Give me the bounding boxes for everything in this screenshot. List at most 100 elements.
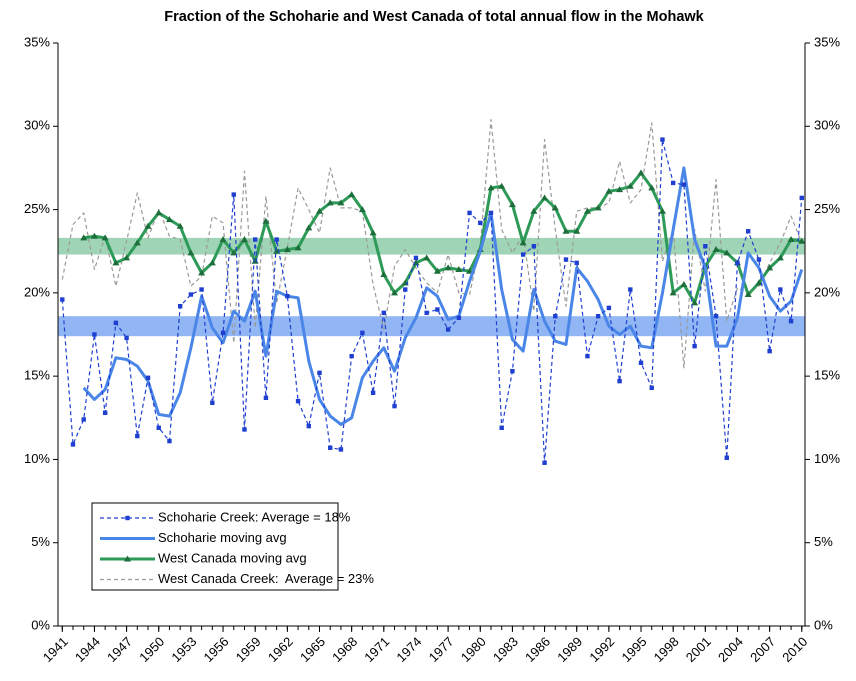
marker <box>766 264 774 271</box>
marker <box>703 244 708 249</box>
marker <box>573 227 581 234</box>
marker <box>563 257 569 262</box>
y-tick-label: 0% <box>31 617 50 632</box>
marker <box>498 182 506 189</box>
marker <box>445 327 451 332</box>
marker <box>648 184 656 191</box>
marker <box>135 433 140 439</box>
marker <box>712 246 720 253</box>
marker <box>220 330 226 336</box>
marker <box>81 417 86 422</box>
y2-tick-label: 25% <box>814 201 840 216</box>
marker <box>391 289 399 296</box>
y-tick-label: 5% <box>31 534 50 549</box>
y2-tick-label: 20% <box>814 284 840 299</box>
marker <box>133 239 141 246</box>
marker <box>358 206 366 213</box>
marker <box>198 269 206 276</box>
marker <box>562 227 570 234</box>
marker <box>242 427 247 432</box>
marker <box>553 313 558 319</box>
marker <box>776 254 784 261</box>
marker <box>508 201 516 208</box>
marker <box>594 204 602 211</box>
legend: Schoharie Creek: Average = 18% Schoharie … <box>91 502 374 591</box>
marker <box>531 244 537 249</box>
marker <box>745 229 751 234</box>
marker <box>295 398 301 404</box>
marker <box>90 232 98 239</box>
marker <box>338 447 344 452</box>
marker <box>724 455 729 460</box>
y-tick-label: 10% <box>24 451 50 466</box>
marker <box>274 237 279 242</box>
marker <box>723 249 731 256</box>
marker <box>510 368 515 374</box>
marker <box>380 271 388 278</box>
marker <box>403 287 408 292</box>
legend-label: Schoharie moving avg <box>158 530 287 545</box>
marker <box>369 229 377 236</box>
marker <box>283 246 291 253</box>
marker <box>80 234 88 241</box>
marker <box>219 236 227 243</box>
marker <box>273 247 281 254</box>
chart-title: Fraction of the Schoharie and West Canad… <box>164 9 704 25</box>
marker <box>123 254 131 261</box>
marker <box>176 222 184 229</box>
marker <box>606 305 612 311</box>
marker <box>433 267 441 274</box>
marker <box>70 442 76 447</box>
marker <box>626 182 634 189</box>
marker <box>444 264 452 271</box>
marker <box>285 293 290 299</box>
marker <box>326 199 334 206</box>
y-tick-label: 25% <box>24 201 50 216</box>
marker <box>240 236 248 243</box>
marker <box>616 186 624 193</box>
marker <box>778 287 783 292</box>
marker <box>649 385 654 391</box>
marker <box>669 289 677 296</box>
marker <box>316 207 324 214</box>
marker <box>541 194 549 201</box>
marker <box>455 266 463 273</box>
marker <box>306 423 311 429</box>
marker <box>713 313 719 319</box>
marker <box>638 360 644 366</box>
marker <box>124 335 129 341</box>
marker <box>102 410 108 415</box>
marker <box>328 445 333 450</box>
marker <box>348 191 356 198</box>
y2-tick-label: 0% <box>814 617 833 632</box>
marker <box>680 281 688 288</box>
marker <box>520 252 526 257</box>
marker <box>305 224 313 231</box>
marker <box>574 260 579 266</box>
marker <box>456 315 462 321</box>
marker <box>187 249 195 256</box>
marker <box>381 310 387 316</box>
marker <box>487 184 495 191</box>
y2-tick-label: 30% <box>814 118 840 133</box>
marker <box>252 237 258 242</box>
marker <box>231 192 236 197</box>
marker <box>467 210 472 216</box>
marker <box>788 318 794 324</box>
marker <box>744 291 752 298</box>
marker <box>263 395 269 400</box>
marker <box>478 220 483 226</box>
y2-tick-label: 35% <box>814 34 840 49</box>
marker <box>658 207 666 214</box>
series-line <box>61 139 803 464</box>
marker <box>756 257 762 262</box>
legend-label: West Canada Creek: Average = 23% <box>158 571 374 586</box>
marker <box>681 182 687 187</box>
marker <box>542 460 547 465</box>
series-line <box>61 119 803 369</box>
marker <box>499 425 504 430</box>
marker <box>317 370 322 376</box>
marker <box>691 299 699 306</box>
marker <box>628 287 633 292</box>
